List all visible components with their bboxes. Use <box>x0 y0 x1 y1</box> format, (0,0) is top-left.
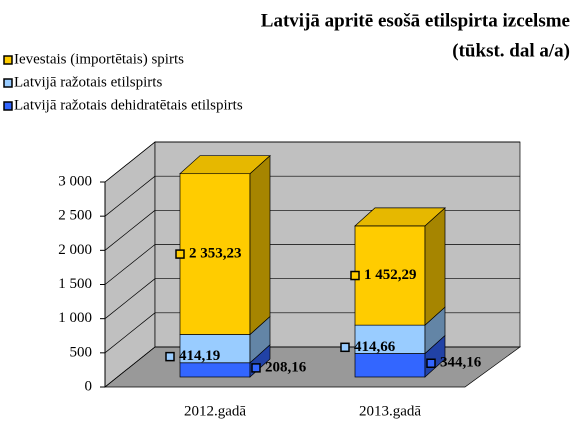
grid-line <box>104 278 156 319</box>
legend-label: Latvijā ražotais etilspirts <box>14 74 162 90</box>
data-label: 208,16 <box>265 359 307 375</box>
label-marker <box>426 358 436 368</box>
data-label: 414,19 <box>179 348 220 364</box>
grid-line <box>104 312 156 354</box>
x-tick-label: 2012.gadā <box>184 403 246 419</box>
legend-swatch <box>3 101 13 111</box>
y-tick-label: 2 500 <box>58 208 92 224</box>
y-tick-label: 1 000 <box>58 310 92 326</box>
data-label: 344,16 <box>440 355 482 371</box>
bar-front <box>354 353 426 378</box>
bar-front <box>179 362 251 378</box>
data-label: 2 353,23 <box>189 246 242 262</box>
bar-front <box>354 324 426 354</box>
label-marker <box>175 249 185 259</box>
grid-line <box>104 346 156 388</box>
legend-swatch <box>3 78 13 88</box>
bar-front <box>179 173 251 335</box>
bar-front <box>179 334 251 364</box>
bar-side <box>249 154 271 336</box>
data-label: 1 452,29 <box>364 267 417 283</box>
label-marker <box>340 342 350 353</box>
y-tick-label: 2 000 <box>58 242 92 258</box>
legend-label: Latvijā ražotais dehidratētais etilspirt… <box>14 97 243 113</box>
data-label: 414,66 <box>354 339 396 355</box>
grid-line <box>104 210 156 251</box>
grid-line <box>104 175 156 217</box>
y-tick-label: 3 000 <box>58 173 92 189</box>
y-tick-label: 1 500 <box>58 276 92 292</box>
y-tick-label: 500 <box>70 344 93 360</box>
bar-top <box>354 207 446 227</box>
chart-subtitle: (tūkst. dal a/a) <box>452 40 570 61</box>
x-tick-label: 2013.gadā <box>359 403 421 419</box>
grid-line <box>104 141 156 183</box>
y-tick-label: 0 <box>85 378 93 394</box>
label-marker <box>251 363 261 373</box>
bar-side <box>424 207 446 326</box>
grid-line <box>104 244 156 285</box>
label-marker <box>350 270 360 281</box>
label-marker <box>165 351 175 362</box>
bar-top <box>179 155 271 175</box>
bar-front <box>354 225 426 326</box>
legend-swatch <box>3 55 13 65</box>
chart-title: Latvijā apritē esošā etilspirta izcelsme <box>261 10 570 31</box>
legend-label: Ievestais (importētais) spirts <box>14 51 184 67</box>
